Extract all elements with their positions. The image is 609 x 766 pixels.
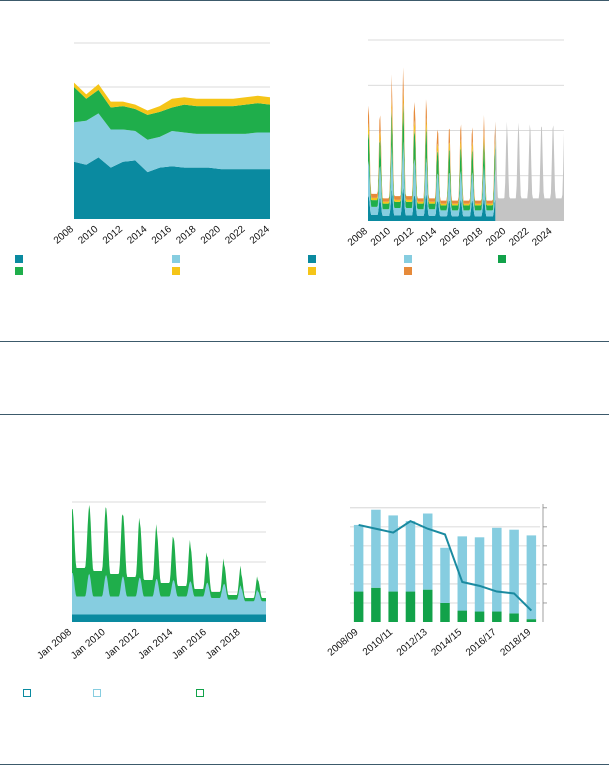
chart3-x-tick-label: Jan 2010 [69,627,108,662]
chart4-x-tick-label: 2016/17 [464,627,499,659]
chart1-x-tick-label: 2020 [199,224,223,247]
chart2-x-tick-label: 2018 [461,226,485,249]
chart2-x-tick-label: 2020 [484,226,508,249]
legend-marker-teal [23,689,31,697]
chart1-area-yellow [74,82,270,115]
legend-swatch-dark_green [498,255,506,263]
chart3-x-tick-label: Jan 2014 [137,627,176,662]
chart1-area-green [74,87,270,140]
chart2-x-tick-label: 2012 [392,226,416,249]
chart4-x-tick-label: 2012/13 [395,627,430,659]
chart2-x-tick-label: 2022 [507,226,531,249]
chart1-x-tick-label: 2012 [101,224,125,247]
chart4-bar-light_blue [474,537,485,612]
chart1-x-tick-label: 2008 [52,224,76,247]
chart4-line-series [358,519,533,612]
legend-swatch-teal [308,255,316,263]
chart4-bar-light_blue [526,535,537,620]
chart2-x-tick-label: 2010 [369,226,393,249]
legend-swatch-light_blue [172,255,180,263]
chart3-area-light-blue [72,572,266,622]
chart4-bar-light_blue [353,524,364,592]
section-divider-2 [0,414,609,415]
chart4-bar-dark_green [440,602,450,622]
chart4-bar-dark_green [526,619,537,622]
section-divider-1 [0,341,609,342]
chart4-bar-light_blue [457,536,468,611]
chart4-bar-dark_green [405,591,416,622]
legend-swatch-light_blue [404,255,412,263]
legend-swatch-yellow [172,267,180,275]
chart3-x-tick-label: Jan 2018 [204,627,243,662]
chart1-area-teal [74,157,270,219]
legend-swatch-green [15,267,23,275]
chart2-projection-area [495,121,564,221]
chart4-bar-light_blue [422,513,433,590]
chart2-area-yellow [368,90,496,206]
chart4-x-tick-label: 2018/19 [499,627,534,659]
chart3-area-teal [72,614,266,622]
chart3-x-tick-label: Jan 2016 [170,627,209,662]
chart4-x-tick-label: 2010/11 [361,627,396,658]
chart3-x-tick-label: Jan 2012 [103,627,142,662]
chart4-bar-light_blue [440,547,450,603]
chart2-x-tick-label: 2024 [530,226,554,249]
chart2-area-green [368,102,496,211]
chart4-bar-dark_green [457,610,468,622]
chart4-bar-dark_green [474,611,485,622]
chart4-bar-light_blue [405,521,416,592]
bottom-border [0,764,609,765]
chart4-bar-light_blue [388,515,398,592]
chart1-x-tick-label: 2018 [174,224,198,247]
chart1-area-light_blue [74,113,270,173]
chart2-x-tick-label: 2016 [438,226,462,249]
chart4-x-tick-label: 2008/09 [326,627,361,659]
chart4-bar-dark_green [492,611,502,622]
chart4-bar-dark_green [509,613,519,622]
chart2-x-tick-label: 2008 [346,226,370,249]
chart1-x-tick-label: 2014 [125,224,149,247]
legend-marker-light_blue [93,689,101,697]
chart1-x-tick-label: 2022 [223,224,247,247]
chart4-bar-light_blue [371,509,381,588]
chart2-area-orange [368,67,496,204]
chart1-x-tick-label: 2010 [76,224,100,247]
chart1-x-tick-label: 2016 [150,224,174,247]
chart2-x-tick-label: 2014 [415,226,439,249]
legend-swatch-teal [15,255,23,263]
chart4-bar-dark_green [388,591,398,622]
chart1-x-tick-label: 2024 [248,224,272,247]
chart4-bar-dark_green [371,587,381,622]
chart4-bar-dark_green [422,589,433,622]
legend-swatch-orange [404,267,412,275]
chart4-bar-light_blue [509,529,519,614]
legend-marker-dark_green [196,689,204,697]
legend-swatch-yellow [308,267,316,275]
chart3-x-tick-label: Jan 2008 [35,627,74,662]
chart4-x-tick-label: 2014/15 [429,627,464,659]
chart4-bar-light_blue [492,527,502,612]
chart2-area-teal [368,187,496,221]
chart4-bar-dark_green [353,591,364,622]
top-border [0,0,609,1]
